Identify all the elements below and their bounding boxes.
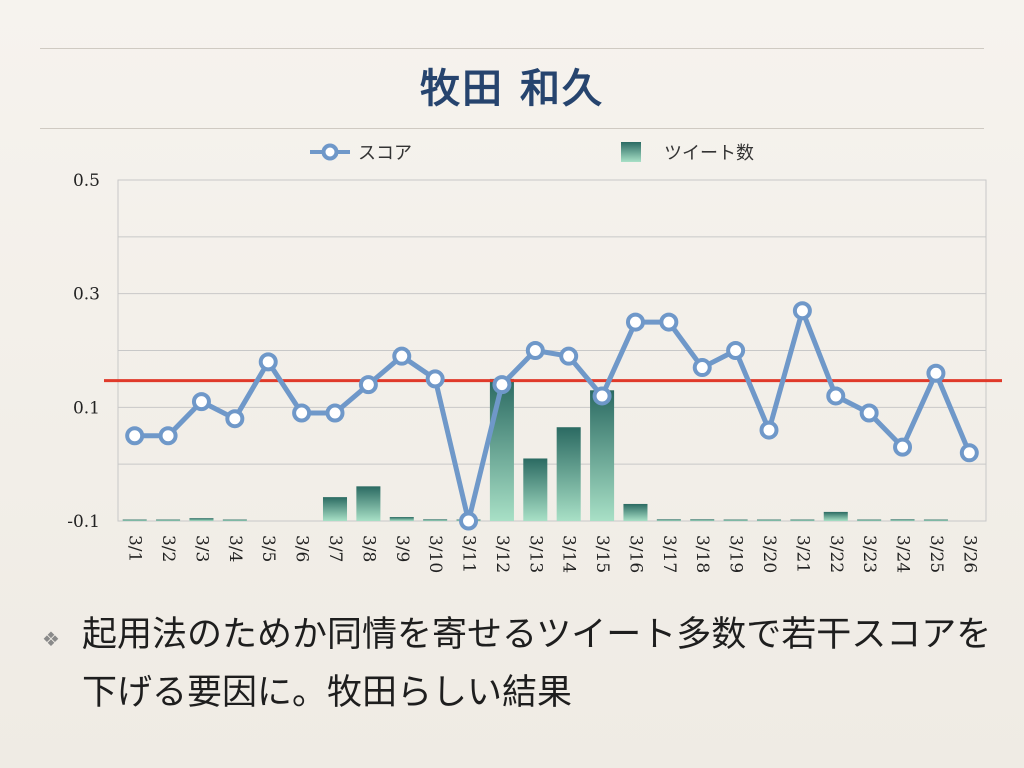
tweet-bar	[222, 519, 247, 521]
legend-tweet-swatch	[621, 142, 641, 162]
score-point	[225, 409, 245, 429]
score-point	[559, 346, 579, 366]
legend-score-label: スコア	[358, 143, 412, 164]
tweet-bar	[556, 427, 581, 521]
x-tick-label: 3/13	[525, 535, 545, 573]
score-point	[893, 437, 913, 457]
tweet-bar	[790, 519, 815, 521]
x-tick-label: 3/7	[325, 535, 345, 562]
score-point	[726, 341, 746, 360]
x-tick-label: 3/14	[559, 535, 579, 573]
score-point	[392, 346, 412, 366]
x-tick-label: 3/15	[592, 535, 612, 573]
score-tweet-chart: 0.5 0.3 0.1 -0.1 3/1 3/2 3/3 3/4 3/5 3/6 3/7 3/8 3/9…	[67, 142, 1002, 573]
tweet-bar	[690, 519, 715, 521]
tweet-bar	[523, 458, 548, 521]
bullet-point: ❖ 起用法のためか同情を寄せるツイート多数で若干スコアを下げる要因に。牧田らしい…	[40, 606, 1000, 722]
x-tick-label: 3/8	[358, 535, 378, 562]
score-line	[134, 308, 972, 524]
tweet-bar	[756, 519, 782, 521]
score-point	[325, 403, 345, 423]
legend-tweet-label: ツイート数	[664, 143, 754, 164]
tweet-bar	[389, 517, 414, 521]
tweet-bar	[322, 497, 348, 521]
title-divider	[40, 128, 984, 129]
score-point	[692, 358, 712, 378]
score-point	[859, 403, 879, 423]
top-divider	[40, 48, 984, 49]
tweet-bar	[923, 519, 948, 521]
score-point	[826, 386, 846, 406]
tweet-bar	[890, 519, 915, 521]
tweet-bar	[590, 390, 615, 521]
x-tick-label: 3/1	[125, 535, 145, 562]
x-tick-label: 3/3	[191, 535, 211, 562]
score-point	[158, 426, 178, 446]
tweet-bar	[156, 519, 181, 521]
y-tick-label: 0.3	[73, 285, 100, 305]
y-tick-label: -0.1	[67, 512, 100, 532]
score-point	[792, 301, 812, 321]
score-point	[659, 312, 679, 332]
x-tick-label: 3/6	[292, 535, 312, 562]
score-point	[625, 312, 645, 332]
bullet-text: 起用法のためか同情を寄せるツイート多数で若干スコアを下げる要因に。牧田らしい結果	[82, 615, 992, 713]
score-point	[425, 369, 445, 389]
x-tick-label: 3/12	[492, 535, 512, 573]
x-tick-label: 3/10	[425, 535, 445, 573]
score-point	[292, 403, 312, 423]
score-point	[191, 392, 211, 412]
x-tick-label: 3/11	[459, 535, 479, 573]
score-point	[459, 511, 479, 531]
legend-score-swatch-marker	[321, 143, 339, 161]
score-point	[525, 341, 545, 360]
x-tick-label: 3/17	[659, 535, 679, 573]
x-tick-label: 3/25	[926, 535, 946, 573]
tweet-bar	[189, 518, 214, 521]
y-tick-label: 0.1	[73, 398, 100, 418]
score-point	[125, 426, 145, 446]
diamond-bullet-icon: ❖	[42, 627, 60, 651]
tweet-bar	[823, 511, 848, 521]
x-tick-label: 3/26	[959, 535, 979, 573]
x-tick-label: 3/22	[826, 535, 846, 573]
score-point	[759, 420, 779, 440]
tweet-bar	[423, 519, 448, 521]
score-point	[592, 386, 612, 406]
x-tick-label: 3/5	[258, 535, 278, 562]
tweet-bar	[656, 519, 681, 521]
x-tick-label: 3/21	[792, 535, 812, 573]
score-point	[926, 363, 946, 383]
score-point	[258, 352, 278, 372]
score-point	[959, 443, 979, 463]
x-tick-label: 3/23	[859, 535, 879, 573]
y-tick-label: 0.5	[73, 171, 100, 191]
x-tick-label: 3/9	[392, 535, 412, 562]
score-point	[358, 375, 378, 395]
tweet-bar	[356, 486, 381, 521]
x-tick-label: 3/24	[893, 535, 913, 573]
x-tick-label: 3/4	[225, 535, 245, 562]
tweet-bar	[623, 503, 648, 521]
x-tick-label: 3/19	[726, 535, 746, 573]
x-tick-label: 3/18	[692, 535, 712, 573]
tweet-bar	[723, 519, 748, 521]
slide-title: 牧田 和久	[420, 66, 604, 112]
tweet-bar	[122, 519, 147, 521]
score-point	[492, 375, 512, 395]
tweet-bar	[489, 378, 514, 521]
x-tick-label: 3/20	[759, 535, 779, 573]
x-tick-label: 3/2	[158, 535, 178, 562]
tweet-bar	[857, 519, 882, 521]
x-tick-label: 3/16	[625, 535, 645, 573]
